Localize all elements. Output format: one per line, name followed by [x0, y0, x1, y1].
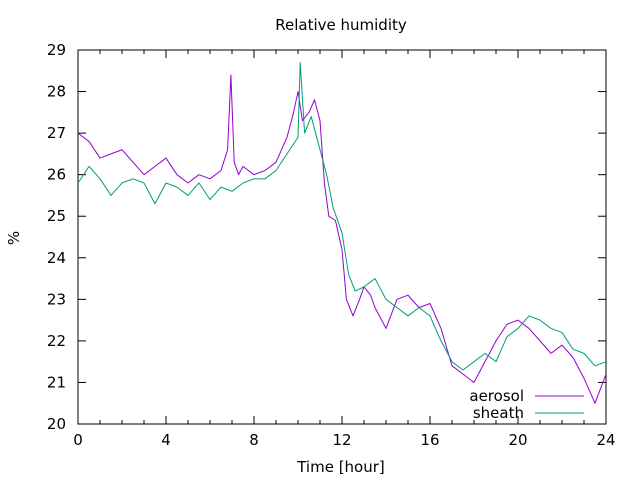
y-tick-label: 27	[47, 124, 66, 142]
y-tick-label: 25	[47, 207, 66, 225]
x-tick-label: 0	[73, 431, 83, 449]
y-tick-label: 29	[47, 41, 66, 59]
x-tick-label: 12	[332, 431, 351, 449]
y-axis-label: %	[5, 231, 23, 245]
legend-label-sheath: sheath	[473, 404, 524, 422]
x-tick-label: 16	[420, 431, 439, 449]
y-tick-label: 26	[47, 166, 66, 184]
x-tick-label: 8	[249, 431, 259, 449]
y-tick-label: 20	[47, 415, 66, 433]
legend-label-aerosol: aerosol	[469, 387, 524, 405]
chart-title: Relative humidity	[275, 16, 407, 34]
series-layer	[77, 61, 607, 404]
plot-frame	[77, 49, 607, 425]
y-tick-label: 21	[47, 373, 66, 391]
x-tick-label: 20	[508, 431, 527, 449]
y-tick-label: 24	[47, 249, 66, 267]
y-tick-label: 22	[47, 332, 66, 350]
series-line-aerosol	[77, 74, 607, 404]
x-tick-label: 24	[596, 431, 615, 449]
axis-ticks: 0 4 8 12 16 20 24 20 21 22 23 24 25 26 27 28 29	[47, 41, 616, 449]
x-axis-label: Time [hour]	[296, 458, 385, 476]
series-line-sheath	[77, 61, 607, 371]
x-tick-label: 4	[161, 431, 171, 449]
y-tick-label: 23	[47, 290, 66, 308]
y-tick-label: 28	[47, 83, 66, 101]
